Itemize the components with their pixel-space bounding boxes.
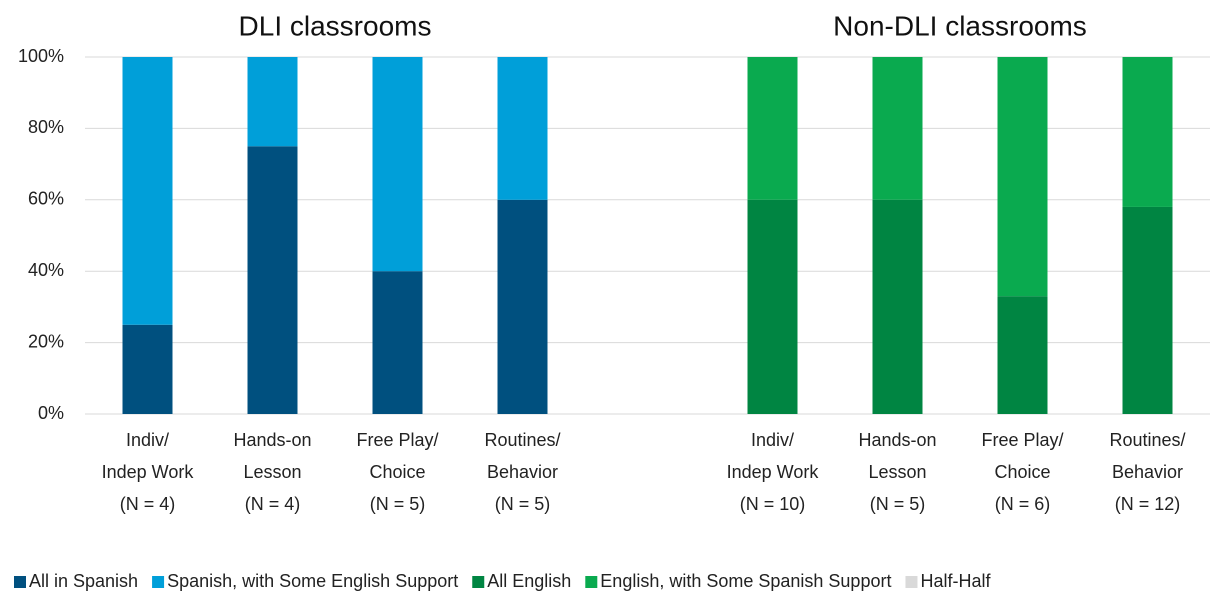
legend-swatch bbox=[905, 576, 918, 588]
legend-label: Half-Half bbox=[920, 571, 991, 591]
y-tick-label: 100% bbox=[18, 46, 64, 66]
bar-segment bbox=[247, 57, 298, 147]
legend-label: Spanish, with Some English Support bbox=[167, 571, 458, 591]
legend-swatch bbox=[14, 576, 26, 588]
bar-segment bbox=[1122, 57, 1173, 207]
legend-swatch bbox=[585, 576, 598, 588]
x-tick-label: Free Play/Choice (N = 5) bbox=[356, 430, 438, 514]
x-tick-label: Free Play/Choice (N = 6) bbox=[981, 430, 1063, 514]
y-tick-label: 40% bbox=[28, 260, 64, 280]
x-tick-label: Indiv/Indep Work (N = 10) bbox=[727, 430, 820, 514]
bar-segment bbox=[372, 271, 423, 414]
bar-segment bbox=[747, 57, 798, 200]
bar-segment bbox=[122, 57, 173, 325]
y-tick-label: 60% bbox=[28, 189, 64, 209]
x-tick-label: Routines/Behavior (N = 12) bbox=[1109, 430, 1185, 514]
y-tick-label: 80% bbox=[28, 117, 64, 137]
bar-segment bbox=[122, 324, 173, 414]
y-tick-label: 20% bbox=[28, 331, 64, 351]
y-tick-label: 0% bbox=[38, 403, 64, 423]
x-tick-label: Hands-on Lesson (N = 4) bbox=[233, 430, 311, 514]
bar-segment bbox=[1122, 206, 1173, 414]
legend-label: All in Spanish bbox=[29, 571, 138, 591]
x-tick-label: Hands-on Lesson (N = 5) bbox=[858, 430, 936, 514]
legend-label: English, with Some Spanish Support bbox=[600, 571, 891, 591]
bar-segment bbox=[997, 57, 1048, 297]
group-title: Non-DLI classrooms bbox=[833, 10, 1087, 41]
legend-label: All English bbox=[487, 571, 571, 591]
bar-segment bbox=[872, 199, 923, 414]
x-tick-label: Routines/Behavior (N = 5) bbox=[484, 430, 560, 514]
bar-segment bbox=[997, 296, 1048, 414]
bar-segment bbox=[497, 199, 548, 414]
bar-segment bbox=[872, 57, 923, 200]
bar-segment bbox=[247, 146, 298, 414]
legend-swatch bbox=[152, 576, 165, 588]
bar-segment bbox=[372, 57, 423, 272]
group-title: DLI classrooms bbox=[239, 10, 432, 41]
legend-swatch bbox=[472, 576, 485, 588]
x-tick-label: Indiv/Indep Work (N = 4) bbox=[102, 430, 195, 514]
bar-segment bbox=[747, 199, 798, 414]
bar-segment bbox=[497, 57, 548, 200]
